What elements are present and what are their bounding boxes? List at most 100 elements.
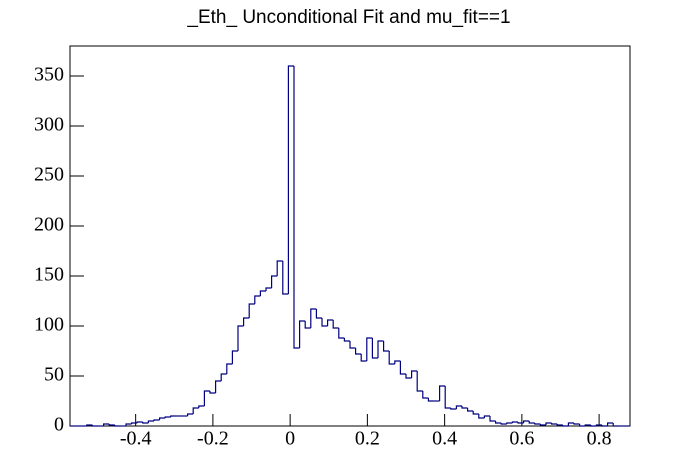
x-tick-label: 0.4 <box>432 428 457 450</box>
histogram-bin <box>388 351 395 365</box>
histogram-bin <box>215 380 222 393</box>
histogram-bin <box>310 308 317 328</box>
histogram-bin <box>399 361 406 375</box>
y-tick-label: 250 <box>34 164 64 186</box>
histogram-bin <box>343 338 350 342</box>
histogram-bin <box>383 341 390 352</box>
histogram-bin <box>220 373 227 381</box>
histogram-bin <box>511 421 518 423</box>
histogram-bin <box>461 406 468 409</box>
histogram-bin <box>170 415 177 417</box>
histogram-bin <box>439 385 446 401</box>
y-tick-label: 50 <box>44 364 64 386</box>
y-tick-label: 300 <box>34 114 64 136</box>
histogram-bin <box>444 386 451 409</box>
histogram-bin <box>315 309 322 319</box>
histogram-bin <box>517 422 524 424</box>
x-tick-label: -0.2 <box>197 428 229 450</box>
histogram-bin <box>506 422 513 424</box>
histogram-bin <box>534 423 541 425</box>
histogram-bin <box>355 348 362 355</box>
histogram-bin <box>187 413 194 416</box>
histogram-bin <box>321 318 328 327</box>
histogram-bin <box>164 416 171 418</box>
histogram-bin <box>422 391 429 399</box>
histogram-bin <box>142 422 149 424</box>
histogram-bin <box>551 423 558 425</box>
histogram-bin <box>332 320 339 329</box>
histogram-bin <box>259 290 266 296</box>
histogram-bin <box>293 66 300 349</box>
histogram-bin <box>416 371 423 392</box>
histogram-bin <box>467 408 474 412</box>
histogram-bin <box>125 423 132 426</box>
histogram-bin <box>584 424 591 426</box>
histogram-bin <box>539 424 546 426</box>
histogram-bin <box>500 423 507 425</box>
histogram-bin <box>243 317 250 326</box>
histogram-bin <box>282 261 289 295</box>
histogram-bin <box>360 354 367 362</box>
histogram-bin <box>349 341 356 349</box>
histogram-bin <box>192 407 199 414</box>
histogram-bin <box>114 425 121 427</box>
y-tick-label: 350 <box>34 64 64 86</box>
histogram-bin <box>495 421 502 424</box>
plot-frame <box>69 45 631 427</box>
histogram-bin <box>528 421 535 424</box>
histogram-bin <box>147 420 154 423</box>
histogram-bin <box>523 420 530 423</box>
histogram-bin <box>366 337 373 361</box>
histogram-bin <box>237 325 244 351</box>
histogram-bin <box>276 260 283 276</box>
histogram-bin <box>545 422 552 425</box>
histogram-bin <box>103 423 110 426</box>
histogram-bin <box>327 319 334 326</box>
histogram-bin <box>607 422 614 426</box>
y-tick-label: 100 <box>34 314 64 336</box>
histogram-bin <box>203 390 210 406</box>
y-tick-label: 150 <box>34 264 64 286</box>
histogram-bin <box>108 424 115 426</box>
y-tick-label: 0 <box>54 414 64 436</box>
histogram-bin <box>489 416 496 422</box>
histogram-bin <box>573 423 580 425</box>
histogram-bin <box>556 424 563 426</box>
histogram-bin <box>595 424 602 426</box>
histogram-bin <box>411 370 418 378</box>
y-tick-label: 200 <box>34 214 64 236</box>
x-tick-label: -0.4 <box>120 428 152 450</box>
histogram-bin <box>254 295 261 304</box>
chart-title: _Eth_ Unconditional Fit and mu_fit==1 <box>186 7 510 28</box>
histogram-bin <box>271 275 278 288</box>
histogram-bin <box>394 360 401 364</box>
histogram-bin <box>567 422 574 426</box>
x-tick-label: 0.8 <box>587 428 612 450</box>
histogram-bin <box>562 425 569 427</box>
histogram-bin <box>198 405 205 408</box>
histogram-bin <box>209 391 216 394</box>
histogram-bin <box>136 421 143 423</box>
histogram-bin <box>427 398 434 402</box>
histogram-bin <box>153 419 160 421</box>
histogram-bin <box>478 414 485 419</box>
histogram-bin <box>612 423 619 427</box>
histogram-bin <box>304 321 311 329</box>
histogram-bin <box>377 340 384 358</box>
histogram-bin <box>405 374 412 379</box>
histogram-bin <box>86 424 93 426</box>
histogram-bin <box>601 425 608 427</box>
histogram-bin <box>579 424 586 427</box>
x-tick-label: 0 <box>285 428 295 450</box>
histogram-bin <box>248 303 255 318</box>
histogram-bin <box>299 320 306 348</box>
histogram-bin <box>231 350 238 364</box>
histogram-bin <box>338 328 345 339</box>
histogram-bin <box>450 408 457 410</box>
histogram-bin <box>265 287 272 291</box>
histogram-bin <box>287 65 294 294</box>
histogram-bin <box>590 425 597 427</box>
histogram-bin <box>159 417 166 420</box>
histogram-bin <box>455 405 462 409</box>
